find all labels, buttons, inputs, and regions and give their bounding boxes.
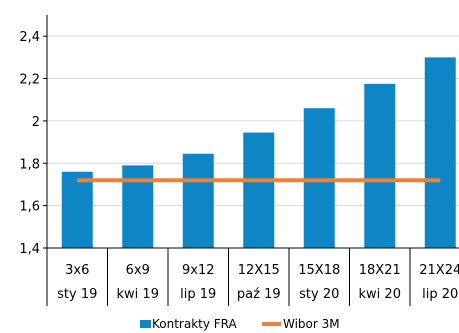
y-tick-label: 1,6 <box>19 200 40 215</box>
bar-18X21 <box>364 83 396 248</box>
x-tick-label-date: paź 19 <box>237 287 281 302</box>
x-tick-label-date: lip 19 <box>180 287 216 302</box>
x-tick-label-tenor: 9x12 <box>182 263 215 278</box>
bar-3x6 <box>61 171 93 248</box>
x-tick-label-date: kwi 19 <box>117 287 159 302</box>
x-tick-label-date: sty 19 <box>57 287 97 302</box>
bar-15X18 <box>303 108 335 248</box>
legend-swatch-bar <box>140 320 151 328</box>
x-tick-label-date: sty 20 <box>299 287 339 302</box>
x-tick-label-tenor: 15X18 <box>298 263 340 278</box>
y-tick-label: 2 <box>32 115 40 130</box>
y-tick-label: 2,2 <box>19 73 40 88</box>
legend: Kontrakty FRA Wibor 3M <box>140 317 340 331</box>
x-tick-label-date: lip 20 <box>422 287 458 302</box>
x-tick-label-tenor: 6x9 <box>126 263 150 278</box>
x-tick-label-tenor: 18X21 <box>359 263 401 278</box>
y-tick-label: 1,8 <box>19 157 40 172</box>
x-tick-label-date: kwi 20 <box>359 287 401 302</box>
x-tick-label-tenor: 3x6 <box>65 263 89 278</box>
y-tick-label: 1,4 <box>19 242 40 257</box>
bars <box>61 57 456 249</box>
bar-9x12 <box>182 153 214 248</box>
bar-6x9 <box>122 165 154 248</box>
y-tick-label: 2,4 <box>19 30 40 45</box>
x-axis: 3x6 sty 19 6x9 kwi 19 9x12 lip 19 12X15 paź 19 1… <box>46 247 459 306</box>
legend-label-bar: Kontrakty FRA <box>152 317 238 331</box>
legend-label-line: Wibor 3M <box>283 317 340 331</box>
x-tick-label-tenor: 12X15 <box>238 263 280 278</box>
bar-12X15 <box>243 132 275 248</box>
x-tick-label-tenor: 21X24 <box>419 263 459 278</box>
y-axis: 1,4 1,6 1,8 2 2,2 2,4 <box>19 15 48 257</box>
bar-21X24 <box>424 57 456 249</box>
